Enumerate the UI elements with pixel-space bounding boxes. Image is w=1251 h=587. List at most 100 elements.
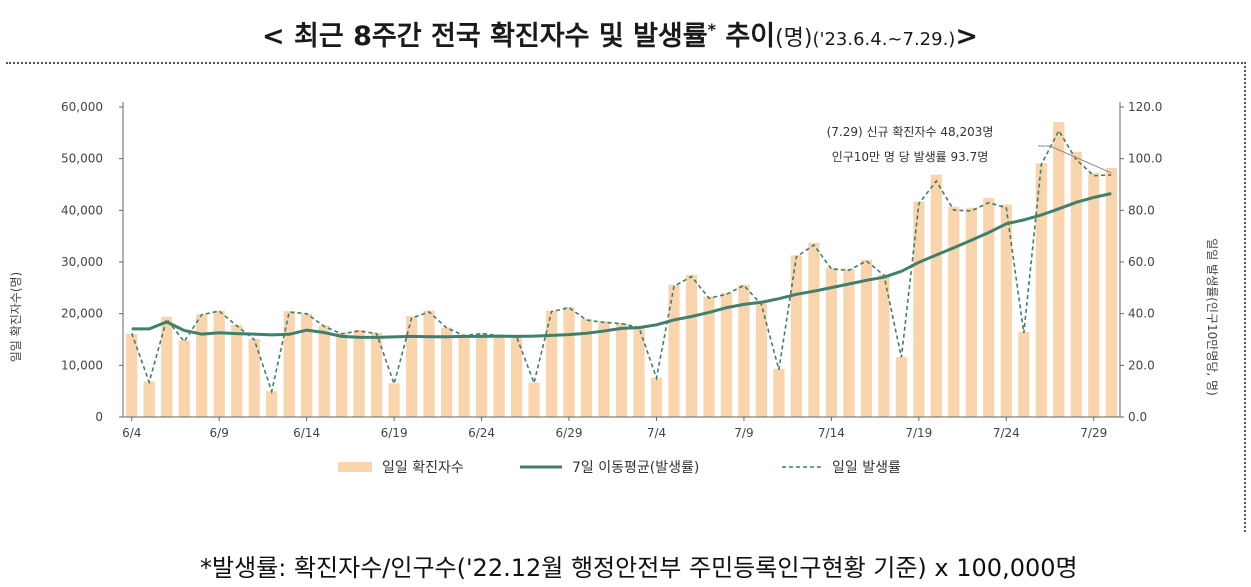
x-tick-label-4: 6/24 — [468, 426, 495, 440]
bar-21 — [493, 334, 505, 417]
bar-12 — [336, 332, 348, 417]
bar-29 — [633, 326, 645, 417]
x-tick-label-5: 6/29 — [556, 426, 583, 440]
x-tick-label-7: 7/9 — [734, 426, 753, 440]
bar-39 — [808, 242, 820, 417]
title-divider — [6, 62, 1246, 64]
chart-title-star: * — [707, 20, 716, 39]
bar-52 — [1035, 163, 1047, 417]
chart-area: 0 10,000 20,000 30,000 40,000 50,000 60,000 0.0… — [9, 100, 1219, 476]
x-tick-label-0: 6/4 — [122, 426, 141, 440]
bar-16 — [406, 316, 418, 418]
footnote: *발생률: 확진자수/인구수('22.12월 행정안전부 주민등록인구현황 기준… — [200, 554, 1078, 582]
axes: 0 10,000 20,000 30,000 40,000 50,000 60,000 0.0… — [61, 100, 1162, 440]
y2-tick-label-2: 40.0 — [1128, 307, 1155, 321]
y-tick-label-0: 0 — [95, 410, 103, 424]
bar-36 — [755, 303, 767, 417]
moving-average-line — [131, 192, 1112, 339]
bar-19 — [458, 334, 470, 417]
x-tick-label-8: 7/14 — [818, 426, 845, 440]
y2-tick-label-5: 100.0 — [1128, 152, 1162, 166]
y2-axis-label: 일일 발생률(인구10만명당, 명) — [1205, 238, 1219, 396]
x-tick-label-10: 7/24 — [993, 426, 1020, 440]
bar-15 — [388, 383, 400, 417]
bar-30 — [650, 377, 663, 417]
bar-23 — [528, 382, 540, 417]
bar-43 — [878, 274, 890, 417]
bar-5 — [213, 310, 225, 417]
bar-17 — [423, 310, 435, 417]
bar-35 — [738, 284, 750, 417]
annotation-line-1: (7.29) 신규 확진자수 48,203명 — [827, 125, 994, 139]
annotation-group: (7.29) 신규 확진자수 48,203명 인구10만 명 당 발생률 93.… — [827, 125, 1112, 174]
bar-6 — [231, 325, 243, 417]
bar-10 — [301, 313, 313, 417]
chart-title-after: 추이 — [715, 21, 776, 52]
bar-34 — [720, 293, 733, 417]
bar-32 — [685, 274, 698, 417]
x-tick-label-2: 6/14 — [293, 426, 320, 440]
bar-56 — [1105, 168, 1117, 417]
bar-9 — [283, 311, 295, 417]
bar-3 — [178, 340, 190, 417]
bar-49 — [983, 197, 995, 417]
y-axis-label: 일일 확진자수(명) — [9, 272, 23, 362]
bar-27 — [598, 321, 610, 417]
bar-26 — [580, 318, 593, 417]
bar-25 — [563, 306, 575, 417]
line-series — [130, 129, 1112, 395]
bar-45 — [913, 201, 925, 417]
bar-7 — [248, 339, 260, 417]
bar-20 — [476, 332, 488, 417]
legend: 일일 확진자수 7일 이동평균(발생률) 일일 발생률 — [338, 460, 901, 476]
bar-51 — [1018, 331, 1030, 418]
bar-40 — [825, 267, 837, 417]
annotation-line-2: 인구10만 명 당 발생률 93.7명 — [832, 150, 989, 164]
bar-44 — [895, 357, 907, 417]
bar-42 — [860, 259, 872, 417]
bar-54 — [1070, 151, 1082, 417]
bar-18 — [441, 327, 453, 417]
bar-0 — [126, 333, 138, 417]
bar-53 — [1053, 122, 1065, 417]
x-tick-label-3: 6/19 — [381, 426, 408, 440]
bar-13 — [353, 330, 365, 417]
bar-41 — [843, 268, 855, 417]
y2-tick-label-1: 20.0 — [1128, 358, 1155, 372]
y2-tick-label-6: 120.0 — [1128, 100, 1162, 114]
bar-55 — [1088, 173, 1100, 417]
bar-14 — [371, 332, 383, 417]
y-tick-label-4: 40,000 — [61, 203, 103, 217]
bar-2 — [161, 316, 173, 417]
y-tick-label-1: 10,000 — [61, 358, 103, 372]
y2-tick-label-0: 0.0 — [1128, 410, 1147, 424]
bar-33 — [703, 296, 715, 417]
bar-4 — [196, 314, 208, 417]
y2-tick-label-4: 80.0 — [1128, 203, 1155, 217]
bar-50 — [1000, 204, 1012, 417]
annotation-leader-line — [1038, 145, 1112, 174]
y2-tick-label-3: 60.0 — [1128, 255, 1155, 269]
legend-label-avg: 7일 이동평균(발생률) — [572, 460, 699, 476]
y-tick-label-3: 30,000 — [61, 255, 103, 269]
chart-title-unit: (명) — [775, 26, 813, 51]
x-tick-label-9: 7/19 — [905, 426, 932, 440]
chart-title-close: > — [955, 21, 978, 52]
x-tick-label-11: 7/29 — [1080, 426, 1107, 440]
bar-37 — [773, 368, 785, 417]
bar-22 — [511, 335, 523, 417]
y-tick-label-6: 60,000 — [61, 100, 103, 114]
x-tick-label-1: 6/9 — [210, 426, 229, 440]
bar-24 — [545, 310, 558, 417]
bar-46 — [930, 174, 942, 417]
bar-28 — [615, 323, 628, 417]
y-tick-label-2: 20,000 — [61, 307, 103, 321]
legend-label-daily: 일일 발생률 — [832, 460, 901, 476]
bar-38 — [790, 255, 802, 417]
legend-label-bars: 일일 확진자수 — [382, 460, 464, 476]
x-tick-label-6: 7/4 — [647, 426, 666, 440]
chart-title-main: < 최근 8주간 전국 확진자수 및 발생률 — [262, 21, 708, 52]
y-tick-label-5: 50,000 — [61, 152, 103, 166]
bar-series — [126, 122, 1117, 418]
bar-1 — [143, 381, 155, 417]
